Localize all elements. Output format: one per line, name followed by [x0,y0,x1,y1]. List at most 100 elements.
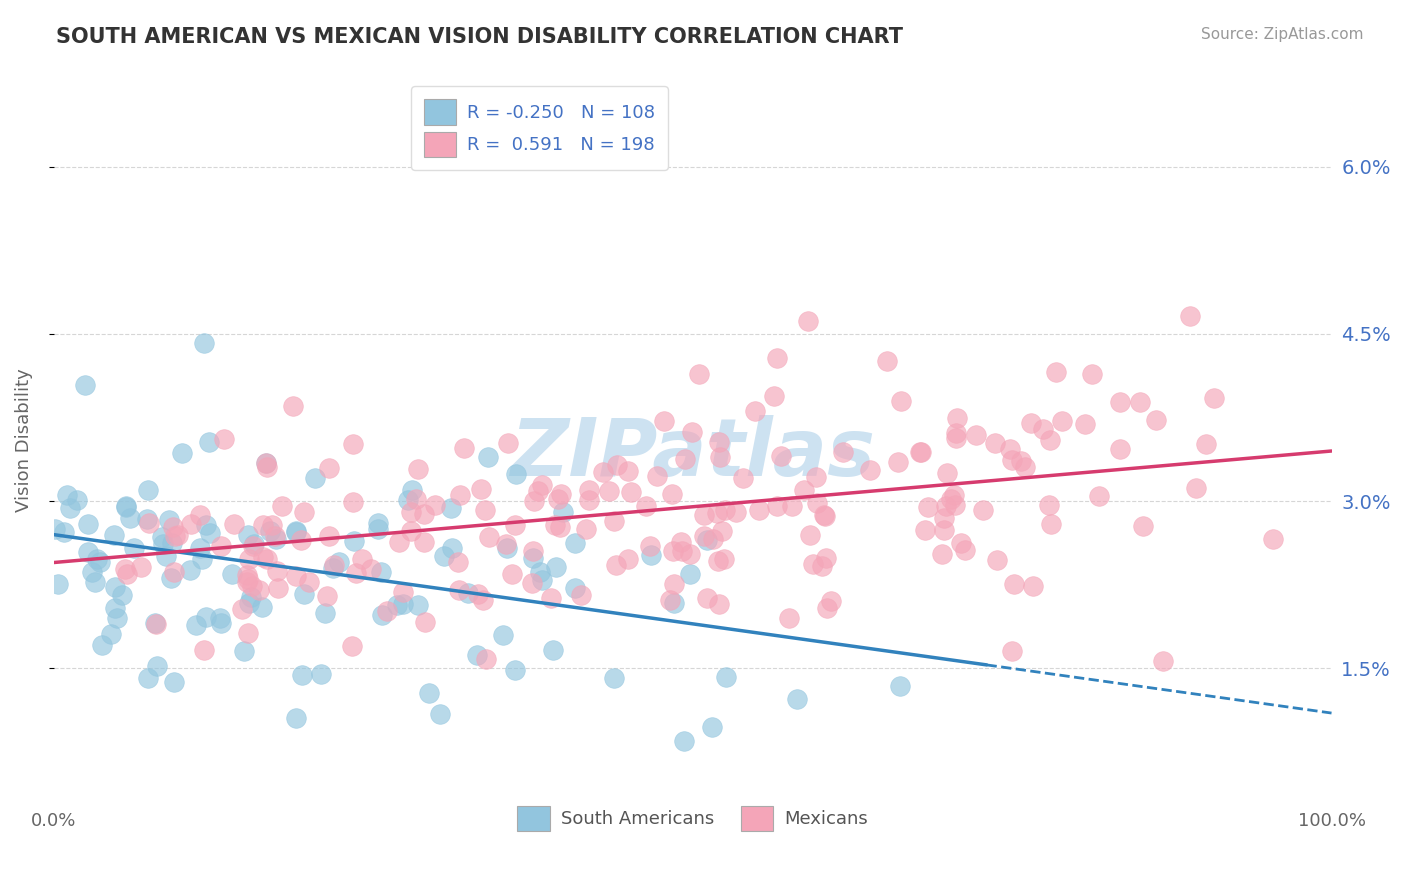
Point [238,596,260,610]
Point [640,549,662,563]
Point [890,393,912,408]
Point [440,500,463,515]
Point [471,592,494,607]
Point [711,524,734,538]
Point [194,518,217,533]
Point [59,501,82,516]
Point [832,445,855,459]
Point [778,611,800,625]
Point [936,466,959,480]
Point [143,615,166,630]
Point [935,500,957,514]
Point [950,536,973,550]
Point [270,499,292,513]
Point [547,492,569,507]
Point [932,511,955,525]
Point [167,528,190,542]
Point [544,517,567,532]
Point [889,679,911,693]
Point [763,389,786,403]
Point [786,692,808,706]
Point [104,600,127,615]
Point [298,574,321,589]
Point [399,524,422,538]
Point [103,528,125,542]
Point [700,720,723,734]
Point [53,524,76,539]
Point [375,604,398,618]
Point [495,541,517,555]
Point [1039,433,1062,447]
Point [910,445,932,459]
Point [236,626,259,640]
Point [170,446,193,460]
Point [212,432,235,446]
Point [247,582,270,597]
Point [284,710,307,724]
Point [285,524,308,539]
Point [530,573,553,587]
Point [679,566,702,581]
Text: Source: ZipAtlas.com: Source: ZipAtlas.com [1201,27,1364,42]
Point [371,607,394,622]
Point [314,606,336,620]
Point [605,558,627,572]
Point [606,458,628,473]
Point [433,549,456,564]
Point [260,517,283,532]
Point [709,435,731,450]
Point [529,565,551,579]
Point [162,519,184,533]
Point [474,503,496,517]
Point [240,579,263,593]
Point [281,399,304,413]
Point [180,517,202,532]
Point [370,565,392,579]
Text: ZIPatlas: ZIPatlas [510,416,875,493]
Point [1109,394,1132,409]
Point [748,503,770,517]
Point [550,487,572,501]
Point [1202,391,1225,405]
Point [73,378,96,392]
Point [501,567,523,582]
Point [343,534,366,549]
Point [450,487,472,501]
Point [492,628,515,642]
Point [350,552,373,566]
Point [714,670,737,684]
Point [1014,460,1036,475]
Point [1144,413,1167,427]
Point [392,597,415,611]
Point [553,505,575,519]
Point [796,313,818,327]
Point [399,505,422,519]
Point [138,516,160,530]
Point [114,500,136,514]
Point [470,483,492,497]
Point [188,508,211,522]
Point [505,663,527,677]
Point [693,508,716,522]
Point [238,552,260,566]
Point [679,547,702,561]
Point [661,487,683,501]
Point [392,584,415,599]
Point [696,533,718,547]
Point [495,537,517,551]
Point [453,441,475,455]
Point [934,523,956,537]
Point [673,733,696,747]
Point [1261,532,1284,546]
Point [910,445,932,459]
Point [467,586,489,600]
Point [1074,417,1097,432]
Point [1022,579,1045,593]
Point [522,543,544,558]
Point [813,508,835,522]
Point [671,544,693,558]
Point [575,522,598,536]
Point [1001,644,1024,658]
Point [465,648,488,662]
Point [163,674,186,689]
